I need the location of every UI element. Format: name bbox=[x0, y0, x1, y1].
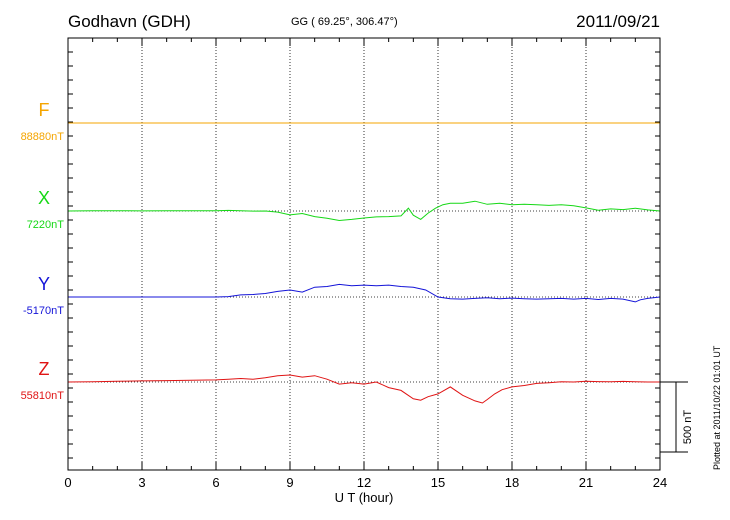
station-coordinates: GG ( 69.25°, 306.47°) bbox=[291, 16, 398, 28]
scale-bar-label: 500 nT bbox=[682, 410, 694, 445]
x-tick-label: 21 bbox=[579, 475, 593, 490]
axis-labels: 0 3 6 9 12 15 18 21 24 F 88880nT X 7220nT Y -5170nT Z 55… bbox=[21, 100, 668, 490]
series-layer bbox=[67, 122, 661, 404]
component-label-y: Y bbox=[38, 274, 50, 294]
x-tick-label: 18 bbox=[505, 475, 519, 490]
baseline-value-y: -5170nT bbox=[23, 305, 64, 317]
x-tick-label: 24 bbox=[653, 475, 667, 490]
component-label-f: F bbox=[39, 100, 50, 120]
component-label-x: X bbox=[38, 188, 50, 208]
x-tick-label: 0 bbox=[64, 475, 71, 490]
axis-ticks bbox=[67, 38, 661, 470]
series-line-z bbox=[67, 374, 660, 404]
x-tick-label: 12 bbox=[357, 475, 371, 490]
baseline-value-x: 7220nT bbox=[27, 219, 65, 231]
chart-date: 2011/09/21 bbox=[576, 12, 660, 31]
station-title: Godhavn (GDH) bbox=[68, 12, 191, 31]
x-tick-label: 6 bbox=[212, 475, 219, 490]
x-axis-label: U T (hour) bbox=[335, 490, 394, 505]
series-line-y bbox=[68, 283, 661, 303]
grid bbox=[141, 38, 587, 470]
baseline-value-f: 88880nT bbox=[21, 131, 65, 143]
scale-bar: 500 nT bbox=[660, 381, 694, 453]
x-tick-label: 9 bbox=[286, 475, 293, 490]
x-tick-label: 15 bbox=[431, 475, 445, 490]
baseline-value-z: 55810nT bbox=[21, 390, 65, 402]
x-tick-label: 3 bbox=[138, 475, 145, 490]
component-label-z: Z bbox=[39, 359, 50, 379]
series-line-x bbox=[67, 200, 661, 222]
